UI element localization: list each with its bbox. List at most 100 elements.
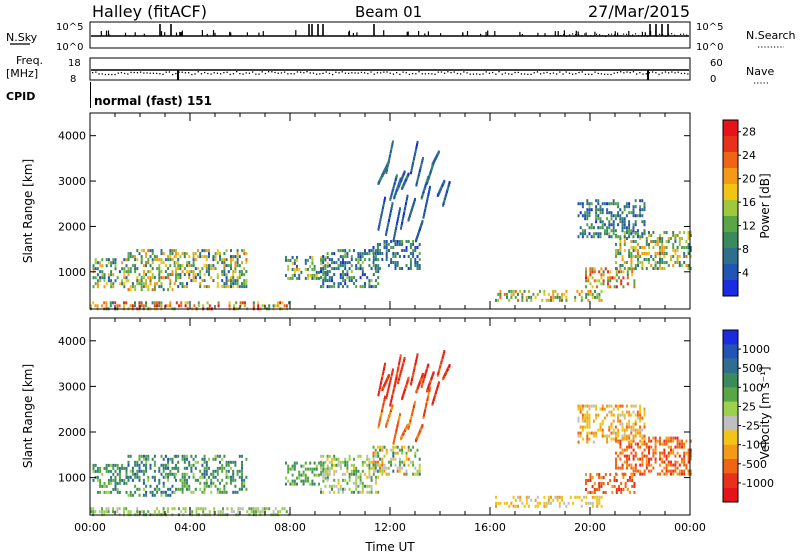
echo-cell	[121, 478, 124, 482]
echo-cell	[179, 264, 182, 268]
echo-cell	[689, 439, 692, 443]
echo-cell	[634, 240, 637, 243]
echo-cell	[608, 220, 611, 224]
echo-cell	[147, 288, 150, 292]
echo-cell	[420, 163, 423, 167]
echo-cell	[681, 439, 683, 443]
echo-cell	[597, 428, 600, 432]
echo-cell	[192, 264, 195, 268]
echo-cell	[320, 463, 322, 467]
echo-cell	[423, 375, 426, 378]
echo-cell	[199, 487, 202, 491]
echo-cell	[495, 298, 497, 302]
echo-cell	[412, 406, 415, 410]
echo-cell	[134, 288, 137, 292]
echo-cell	[639, 439, 642, 443]
echo-cell	[593, 482, 596, 485]
echo-cell	[632, 246, 635, 249]
echo-cell	[687, 460, 690, 464]
echo-cell	[408, 424, 410, 428]
echo-cell	[193, 304, 196, 308]
echo-cell	[397, 381, 400, 385]
echo-cell	[386, 420, 389, 424]
echo-cell	[639, 413, 642, 417]
echo-cell	[214, 255, 217, 259]
echo-cell	[188, 475, 191, 479]
echo-cell	[390, 207, 393, 210]
echo-cell	[167, 463, 170, 467]
echo-cell	[639, 211, 642, 215]
echo-cell	[114, 487, 117, 491]
echo-cell	[344, 487, 347, 491]
echo-cell	[219, 252, 221, 256]
echo-cell	[667, 460, 670, 464]
echo-cell	[579, 226, 582, 230]
echo-cell	[380, 213, 383, 217]
echo-cell	[596, 279, 598, 283]
echo-cell	[136, 279, 139, 283]
echo-cell	[223, 273, 226, 277]
echo-cell	[663, 451, 666, 455]
echo-cell	[153, 493, 156, 497]
echo-cell	[632, 249, 635, 252]
echo-cell	[370, 279, 373, 283]
echo-cell	[390, 147, 393, 151]
echo-cell	[615, 463, 617, 467]
echo-cell	[244, 304, 246, 308]
echo-cell	[203, 285, 206, 289]
echo-cell	[600, 282, 603, 286]
echo-cell	[304, 479, 307, 483]
echo-cell	[138, 475, 141, 479]
echo-cell	[619, 243, 622, 246]
echo-cell	[678, 231, 681, 234]
echo-cell	[422, 191, 425, 195]
echo-cell	[381, 469, 384, 473]
echo-cell	[255, 507, 257, 511]
echo-cell	[333, 490, 336, 494]
echo-cell	[232, 273, 235, 277]
echo-cell	[123, 481, 126, 485]
echo-cell	[346, 261, 349, 265]
echo-cell	[674, 237, 677, 240]
echo-cell	[593, 267, 596, 271]
echo-cell	[190, 466, 193, 470]
echo-cell	[392, 390, 395, 394]
echo-cell	[145, 454, 148, 458]
echo-cell	[136, 282, 139, 286]
echo-cell	[210, 481, 213, 485]
echo-cell	[357, 469, 360, 473]
echo-cell	[628, 249, 631, 252]
echo-cell	[579, 410, 582, 414]
echo-cell	[238, 475, 241, 479]
echo-cell	[221, 273, 224, 277]
echo-cell	[634, 466, 637, 470]
echo-cell	[614, 437, 617, 441]
echo-cell	[552, 292, 555, 296]
echo-cell	[160, 258, 163, 262]
echo-cell	[390, 258, 393, 261]
power-heatmap	[90, 140, 692, 311]
echo-cell	[591, 476, 594, 479]
echo-cell	[353, 469, 355, 473]
echo-cell	[121, 261, 124, 265]
echo-cell	[125, 475, 128, 479]
echo-cell	[399, 354, 402, 358]
echo-cell	[628, 463, 631, 467]
echo-cell	[634, 255, 637, 258]
echo-cell	[591, 485, 594, 488]
echo-cell	[659, 246, 661, 249]
echo-cell	[381, 457, 384, 461]
echo-cell	[603, 223, 606, 227]
echo-cell	[131, 493, 134, 497]
echo-cell	[101, 273, 104, 277]
echo-cell	[497, 501, 500, 505]
echo-cell	[236, 490, 239, 494]
echo-cell	[376, 460, 379, 464]
echo-cell	[355, 487, 358, 491]
echo-cell	[621, 472, 624, 476]
echo-cell	[628, 232, 631, 236]
echo-cell	[183, 466, 186, 470]
echo-cell	[179, 267, 182, 271]
echo-cell	[410, 171, 412, 175]
echo-cell	[368, 475, 371, 479]
